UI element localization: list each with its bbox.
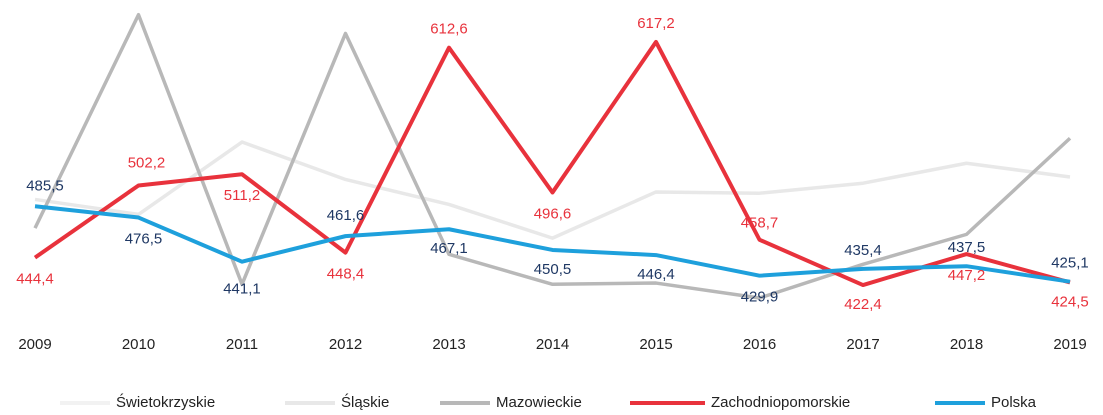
data-label: 617,2 — [637, 15, 675, 32]
legend-label: Świetokrzyskie — [116, 393, 215, 411]
data-label: 446,4 — [637, 266, 675, 283]
legend-label: Mazowieckie — [496, 394, 582, 411]
x-tick-label: 2015 — [639, 336, 672, 353]
data-label: 448,4 — [327, 266, 365, 283]
x-tick-label: 2013 — [432, 336, 465, 353]
data-label: 511,2 — [224, 187, 260, 204]
data-label: 447,2 — [948, 267, 986, 284]
legend-label: Zachodniopomorskie — [711, 394, 850, 411]
x-tick-label: 2016 — [743, 336, 776, 353]
data-label: 476,5 — [125, 230, 163, 247]
x-tick-label: 2017 — [846, 336, 879, 353]
data-label: 450,5 — [534, 261, 572, 278]
data-label: 429,9 — [741, 289, 779, 306]
x-tick-label: 2010 — [122, 336, 155, 353]
series-line — [33, 12, 1072, 300]
data-label: 441,1 — [223, 281, 261, 298]
x-tick-label: 2009 — [18, 336, 51, 353]
data-label: 437,5 — [948, 239, 986, 256]
data-label: 422,4 — [844, 296, 882, 313]
x-tick-label: 2018 — [950, 336, 983, 353]
data-label: 424,5 — [1051, 293, 1089, 310]
legend-label: Śląskie — [341, 393, 389, 411]
data-label: 502,2 — [128, 154, 166, 171]
x-tick-label: 2011 — [226, 336, 258, 353]
x-tick-label: 2019 — [1053, 336, 1086, 353]
data-label: 485,5 — [26, 177, 64, 194]
data-label: 435,4 — [844, 242, 882, 259]
x-tick-label: 2012 — [329, 336, 362, 353]
data-label: 612,6 — [430, 21, 468, 38]
series-line — [33, 39, 1071, 288]
x-tick-label: 2014 — [536, 336, 569, 353]
data-label: 467,1 — [430, 240, 468, 257]
data-label: 461,6 — [327, 207, 365, 224]
data-label: 444,4 — [16, 271, 54, 288]
series-line — [34, 204, 1071, 284]
series-line — [34, 140, 1071, 240]
data-label: 496,6 — [534, 205, 572, 222]
legend-label: Polska — [991, 394, 1037, 411]
data-label: 425,1 — [1051, 255, 1089, 272]
data-label: 458,7 — [741, 215, 779, 232]
